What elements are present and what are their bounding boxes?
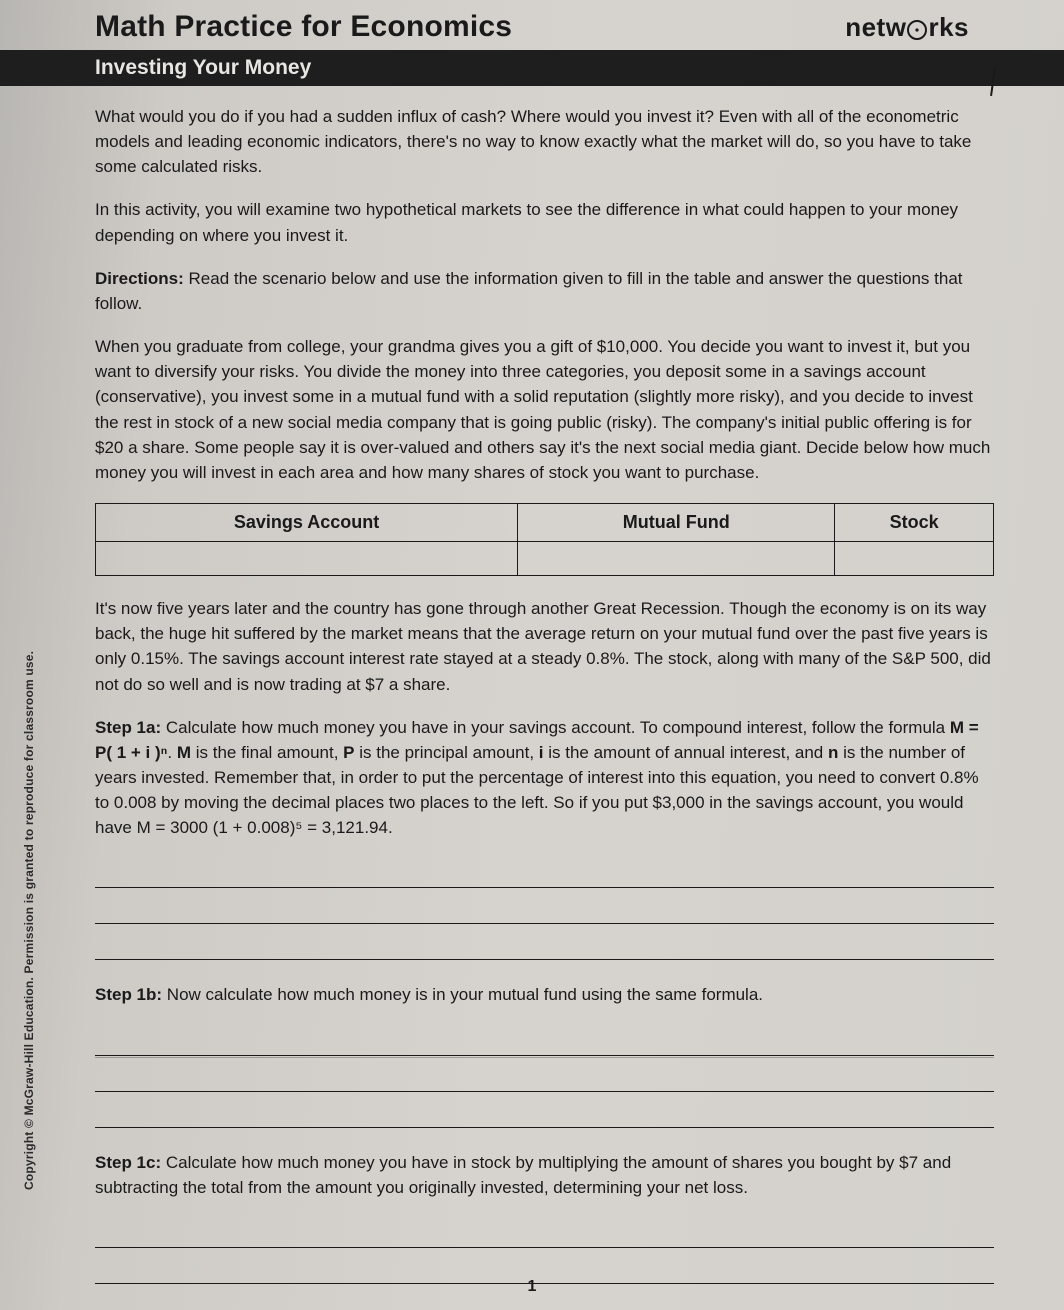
step-1b-label: Step 1b:	[95, 985, 162, 1004]
step-1c-text: Calculate how much money you have in sto…	[95, 1153, 951, 1197]
cell-mutual[interactable]	[518, 542, 835, 576]
step-1b-text: Now calculate how much money is in your …	[162, 985, 763, 1004]
directions-text: Read the scenario below and use the info…	[95, 269, 963, 313]
worksheet-page: Math Practice for Economics netw rks Inv…	[0, 0, 1064, 1310]
step-1b-answer-lines	[95, 1026, 994, 1128]
step-1a-label: Step 1a:	[95, 718, 161, 737]
subheader-bar: Investing Your Money	[0, 50, 1064, 86]
target-o-icon	[907, 20, 927, 40]
table-row	[96, 542, 994, 576]
directions-label: Directions:	[95, 269, 184, 288]
table-header-row: Savings Account Mutual Fund Stock	[96, 504, 994, 542]
subheader-text: Investing Your Money	[95, 56, 311, 80]
document-title: Math Practice for Economics	[95, 10, 512, 44]
intro-paragraph-1: What would you do if you had a sudden in…	[95, 104, 994, 179]
cell-savings[interactable]	[96, 542, 518, 576]
answer-line[interactable]	[95, 930, 994, 960]
answer-line[interactable]	[95, 894, 994, 924]
allocation-table: Savings Account Mutual Fund Stock	[95, 503, 994, 576]
col-savings: Savings Account	[96, 504, 518, 542]
col-stock: Stock	[835, 504, 994, 542]
five-years-later-paragraph: It's now five years later and the countr…	[95, 596, 994, 697]
brand-logo: netw rks	[845, 12, 969, 43]
copyright-text: Copyright © McGraw-Hill Education. Permi…	[22, 651, 36, 1190]
answer-line[interactable]	[95, 1098, 994, 1128]
content-area: What would you do if you had a sudden in…	[0, 86, 1064, 1310]
answer-line[interactable]	[95, 1062, 994, 1092]
step-1a: Step 1a: Calculate how much money you ha…	[95, 715, 994, 841]
directions-paragraph: Directions: Read the scenario below and …	[95, 266, 994, 316]
step-1c-label: Step 1c:	[95, 1153, 161, 1172]
allocation-table-wrap: Savings Account Mutual Fund Stock	[95, 503, 994, 576]
answer-line[interactable]	[95, 1290, 994, 1310]
answer-line[interactable]	[95, 1254, 994, 1284]
intro-paragraph-2: In this activity, you will examine two h…	[95, 197, 994, 247]
cell-stock[interactable]	[835, 542, 994, 576]
step-1b: Step 1b: Now calculate how much money is…	[95, 982, 994, 1007]
step-1a-answer-lines	[95, 858, 994, 960]
brand-suffix: rks	[928, 12, 969, 43]
answer-line[interactable]	[95, 1218, 994, 1248]
scenario-paragraph: When you graduate from college, your gra…	[95, 334, 994, 485]
header-row: Math Practice for Economics netw rks	[0, 0, 1064, 50]
step-1c: Step 1c: Calculate how much money you ha…	[95, 1150, 994, 1200]
col-mutual: Mutual Fund	[518, 504, 835, 542]
page-number: 1	[528, 1278, 537, 1296]
answer-line[interactable]	[95, 1026, 994, 1056]
brand-prefix: netw	[845, 12, 906, 43]
step-1a-pre: Calculate how much money you have in you…	[161, 718, 950, 737]
answer-line[interactable]	[95, 858, 994, 888]
step-1c-answer-lines	[95, 1218, 994, 1310]
